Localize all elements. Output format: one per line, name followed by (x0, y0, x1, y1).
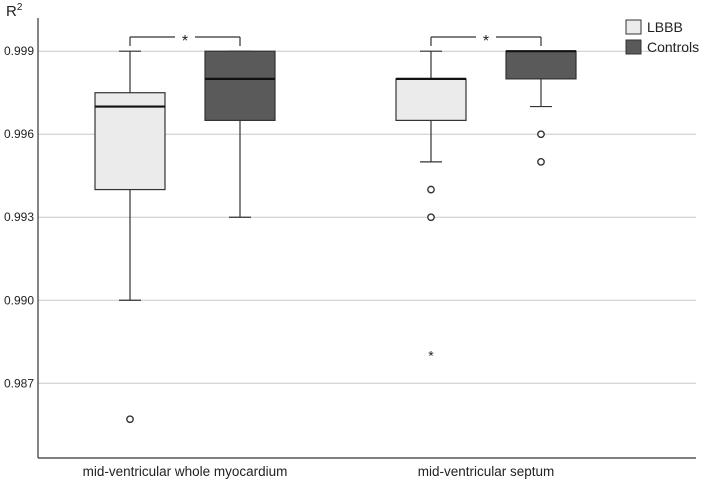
y-tick-label: 0.993 (4, 210, 34, 224)
y-tick-label: 0.990 (4, 293, 34, 307)
boxes: * (94, 50, 577, 424)
y-tick-label: 0.987 (4, 376, 34, 390)
legend-label-controls: Controls (647, 39, 699, 55)
significance-brackets: * * (129, 33, 542, 50)
legend: LBBB Controls (625, 19, 699, 55)
significance-star: * (483, 33, 489, 50)
significance-bracket: * (430, 33, 542, 50)
x-category-label: mid-ventricular septum (418, 464, 555, 479)
legend-swatch-controls (625, 39, 642, 55)
box-lbbb-0 (94, 50, 166, 424)
y-tick-label: 0.996 (4, 127, 34, 141)
y-axis-label: R2 (6, 2, 23, 20)
y-tick-label: 0.999 (4, 44, 34, 58)
legend-label-lbbb: LBBB (647, 19, 683, 35)
box-controls-0 (204, 50, 276, 218)
iqr-box (505, 50, 577, 80)
x-category-label: mid-ventricular whole myocardium (83, 464, 288, 479)
legend-swatch-lbbb (625, 19, 642, 35)
significance-bracket: * (129, 33, 241, 50)
extreme-point: * (428, 348, 434, 364)
significance-star: * (182, 33, 188, 50)
iqr-box (94, 92, 166, 191)
iqr-box (204, 50, 276, 121)
iqr-box (395, 78, 467, 121)
outlier-point (427, 213, 435, 222)
y-axis-label-superscript: 2 (17, 2, 23, 13)
outlier-point (126, 415, 134, 424)
box-lbbb-1: * (395, 50, 467, 364)
axes: 0.987 0.990 0.993 0.996 0.999 R2 mid-ventricul… (4, 2, 696, 479)
outlier-point (427, 185, 435, 194)
outlier-point (537, 130, 545, 139)
outlier-point (537, 157, 545, 166)
box-controls-1 (505, 50, 577, 166)
